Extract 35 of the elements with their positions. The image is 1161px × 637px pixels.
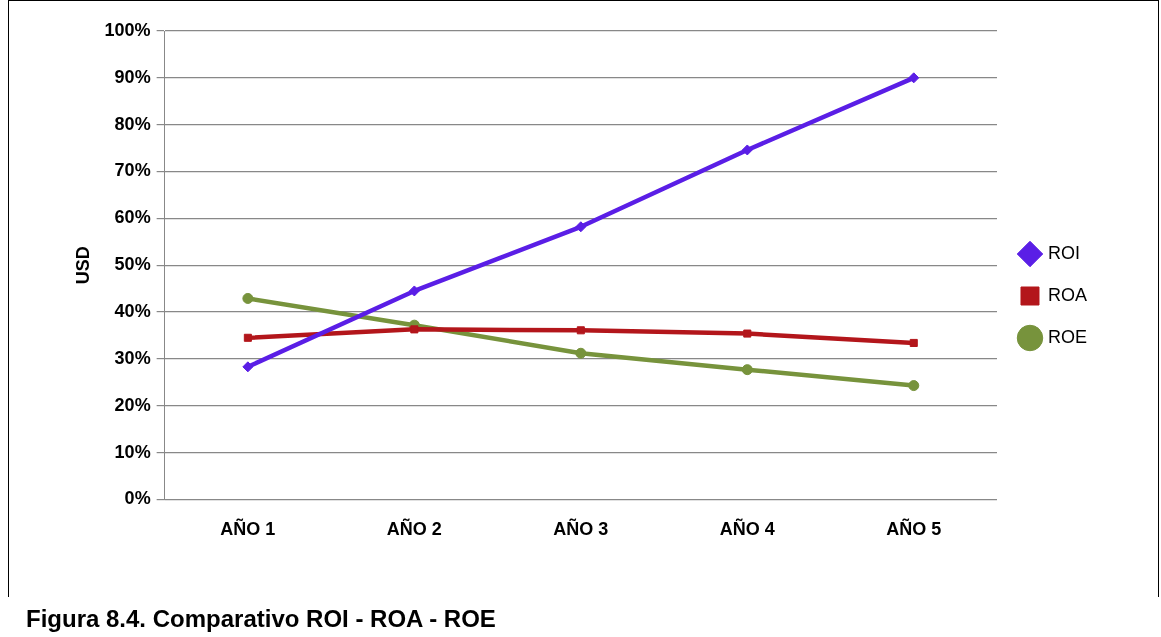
x-tick-label: AÑO 2 [386, 518, 442, 540]
point [242, 361, 254, 373]
legend-label: ROI [1047, 242, 1081, 263]
y-tick-label: 70% [114, 160, 151, 181]
y-tick-label: 30% [114, 347, 151, 368]
point [909, 338, 918, 347]
y-tick-label: 50% [114, 254, 151, 275]
y-axis-title: USD [72, 246, 93, 285]
x-tick-label: AÑO 4 [719, 518, 775, 540]
point [743, 329, 752, 338]
point [242, 292, 254, 304]
y-tick-label: 20% [114, 394, 151, 415]
point [576, 326, 585, 335]
legend-label: ROA [1047, 284, 1088, 305]
point [243, 333, 252, 342]
text: Figura 8.4. Comparativo ROI - ROA - ROE [26, 605, 496, 633]
x-tick-label: AÑO 5 [886, 518, 942, 540]
point [575, 221, 587, 233]
x-tick-label: AÑO 1 [220, 518, 276, 540]
y-tick-label: 100% [104, 19, 151, 40]
point [908, 380, 920, 392]
x-tick-label: AÑO 3 [553, 518, 609, 540]
y-tick-label: 0% [124, 488, 151, 509]
point [410, 325, 419, 334]
point [741, 144, 753, 156]
y-tick-label: 90% [114, 66, 151, 87]
y-tick-label: 80% [114, 113, 151, 134]
y-tick-label: 40% [114, 301, 151, 322]
y-tick-label: 10% [114, 441, 151, 462]
point [741, 364, 753, 376]
point [575, 347, 587, 359]
legend-label: ROE [1047, 326, 1088, 347]
point [908, 72, 920, 84]
y-tick-label: 60% [114, 207, 151, 228]
point [408, 285, 420, 297]
